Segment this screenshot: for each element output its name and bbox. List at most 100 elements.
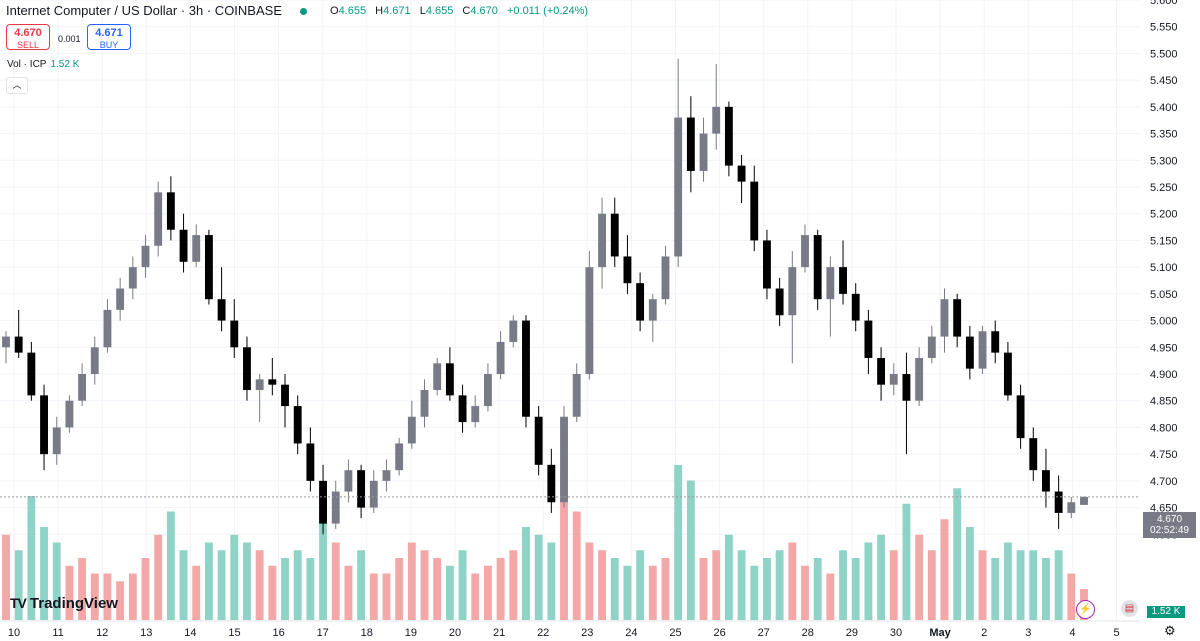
x-tick-label: 30 xyxy=(890,627,902,639)
volume-bar xyxy=(344,565,353,620)
volume-label: Vol · ICP xyxy=(7,59,47,70)
candle-body xyxy=(369,480,378,508)
volume-bar xyxy=(826,573,835,620)
candle-body xyxy=(724,106,733,166)
candle-body xyxy=(192,235,201,262)
candle-body xyxy=(572,374,581,417)
y-tick-label: 5.500 xyxy=(1150,48,1178,60)
y-tick-label: 4.800 xyxy=(1150,422,1178,434)
us-flag-icon[interactable]: ▤ xyxy=(1121,600,1138,617)
volume-bar xyxy=(712,550,721,620)
volume-bar xyxy=(864,542,873,620)
x-tick-label: 17 xyxy=(317,627,329,639)
y-tick-label: 5.250 xyxy=(1150,182,1178,194)
bar-countdown: 02:52:49 xyxy=(1150,525,1189,536)
sell-label: SELL xyxy=(16,40,40,50)
candle-body xyxy=(116,288,125,310)
volume-bar xyxy=(889,550,898,620)
volume-bar xyxy=(851,558,860,620)
volume-bar xyxy=(483,565,492,620)
candle-body xyxy=(382,470,391,481)
volume-bar xyxy=(737,550,746,620)
y-tick-label: 5.300 xyxy=(1150,155,1178,167)
volume-bar xyxy=(27,496,36,620)
volume-bar xyxy=(420,550,429,620)
volume-bar xyxy=(1003,542,1012,620)
candle-body xyxy=(281,384,289,407)
volume-bar xyxy=(953,488,962,620)
volume-bars xyxy=(2,465,1088,620)
candle-body xyxy=(826,267,835,300)
chevron-up-icon[interactable]: ︿ xyxy=(6,77,28,94)
volume-bar xyxy=(978,550,987,620)
sell-button[interactable]: 4.670 SELL xyxy=(6,24,50,50)
y-tick-label: 5.450 xyxy=(1150,75,1178,87)
sell-price: 4.670 xyxy=(14,27,42,39)
candle-body xyxy=(420,390,429,417)
price-axis: 4.6004.6504.7004.7504.8004.8504.9004.950… xyxy=(1150,0,1178,541)
candle-body xyxy=(598,213,607,268)
candle-body xyxy=(851,293,860,321)
y-tick-label: 4.950 xyxy=(1150,342,1178,354)
symbol-title[interactable]: Internet Computer / US Dollar · 3h · COI… xyxy=(6,3,282,18)
buy-button[interactable]: 4.671 BUY xyxy=(87,24,131,50)
candle-body xyxy=(78,374,87,401)
tradingview-logo[interactable]: TV TradingView xyxy=(10,595,118,612)
candlesticks xyxy=(2,58,1088,535)
candle-body xyxy=(1029,438,1038,471)
volume-bar xyxy=(661,558,670,620)
candle-body xyxy=(217,299,226,321)
candle-body xyxy=(560,416,568,503)
candle-body xyxy=(357,470,366,508)
candle-body xyxy=(1080,496,1088,505)
volume-bar xyxy=(775,550,784,620)
candle-body xyxy=(40,395,48,455)
spread-value: 0.001 xyxy=(58,34,81,44)
low-value: 4.655 xyxy=(425,5,454,17)
volume-bar xyxy=(331,542,340,620)
close-value: 4.670 xyxy=(470,5,498,17)
volume-bar xyxy=(2,534,10,620)
volume-bar xyxy=(154,534,163,620)
volume-bar xyxy=(471,573,480,620)
x-tick-label: 20 xyxy=(449,627,461,639)
candle-body xyxy=(344,470,353,492)
x-tick-label: 16 xyxy=(272,627,284,639)
volume-bar xyxy=(78,558,87,620)
y-tick-label: 5.550 xyxy=(1150,22,1178,34)
volume-bar xyxy=(407,542,416,620)
volume-value: 1.52 K xyxy=(50,59,80,70)
volume-bar xyxy=(357,550,366,620)
volume-bar xyxy=(217,550,226,620)
candle-body xyxy=(648,299,657,321)
candle-body xyxy=(1003,352,1012,396)
change-value: +0.011 (+0.24%) xyxy=(506,5,589,17)
gear-icon[interactable]: ⚙ xyxy=(1164,623,1176,638)
volume-bar xyxy=(103,573,112,620)
candle-body xyxy=(65,400,74,428)
candle-body xyxy=(141,245,150,268)
volume-bar xyxy=(902,503,911,620)
volume-bar xyxy=(458,550,467,620)
candle-body xyxy=(813,235,822,300)
volume-bar xyxy=(382,573,391,620)
volume-bar xyxy=(14,550,23,620)
bolt-icon[interactable]: ⚡ xyxy=(1076,600,1095,619)
volume-bar xyxy=(877,534,886,620)
x-tick-label: May xyxy=(929,627,951,639)
volume-bar xyxy=(496,558,505,620)
y-tick-label: 5.100 xyxy=(1150,262,1178,274)
y-tick-label: 4.900 xyxy=(1150,369,1178,381)
candle-body xyxy=(1042,470,1050,492)
volume-bar xyxy=(1054,550,1063,620)
y-tick-label: 4.850 xyxy=(1150,396,1178,408)
candle-body xyxy=(788,267,797,316)
candle-body xyxy=(483,374,492,407)
buy-label: BUY xyxy=(99,40,119,50)
candle-body xyxy=(839,267,847,294)
x-tick-label: 2 xyxy=(981,627,987,639)
volume-bar xyxy=(750,565,759,620)
chart-header: Internet Computer / US Dollar · 3h · COI… xyxy=(6,3,317,18)
x-tick-label: 28 xyxy=(802,627,814,639)
